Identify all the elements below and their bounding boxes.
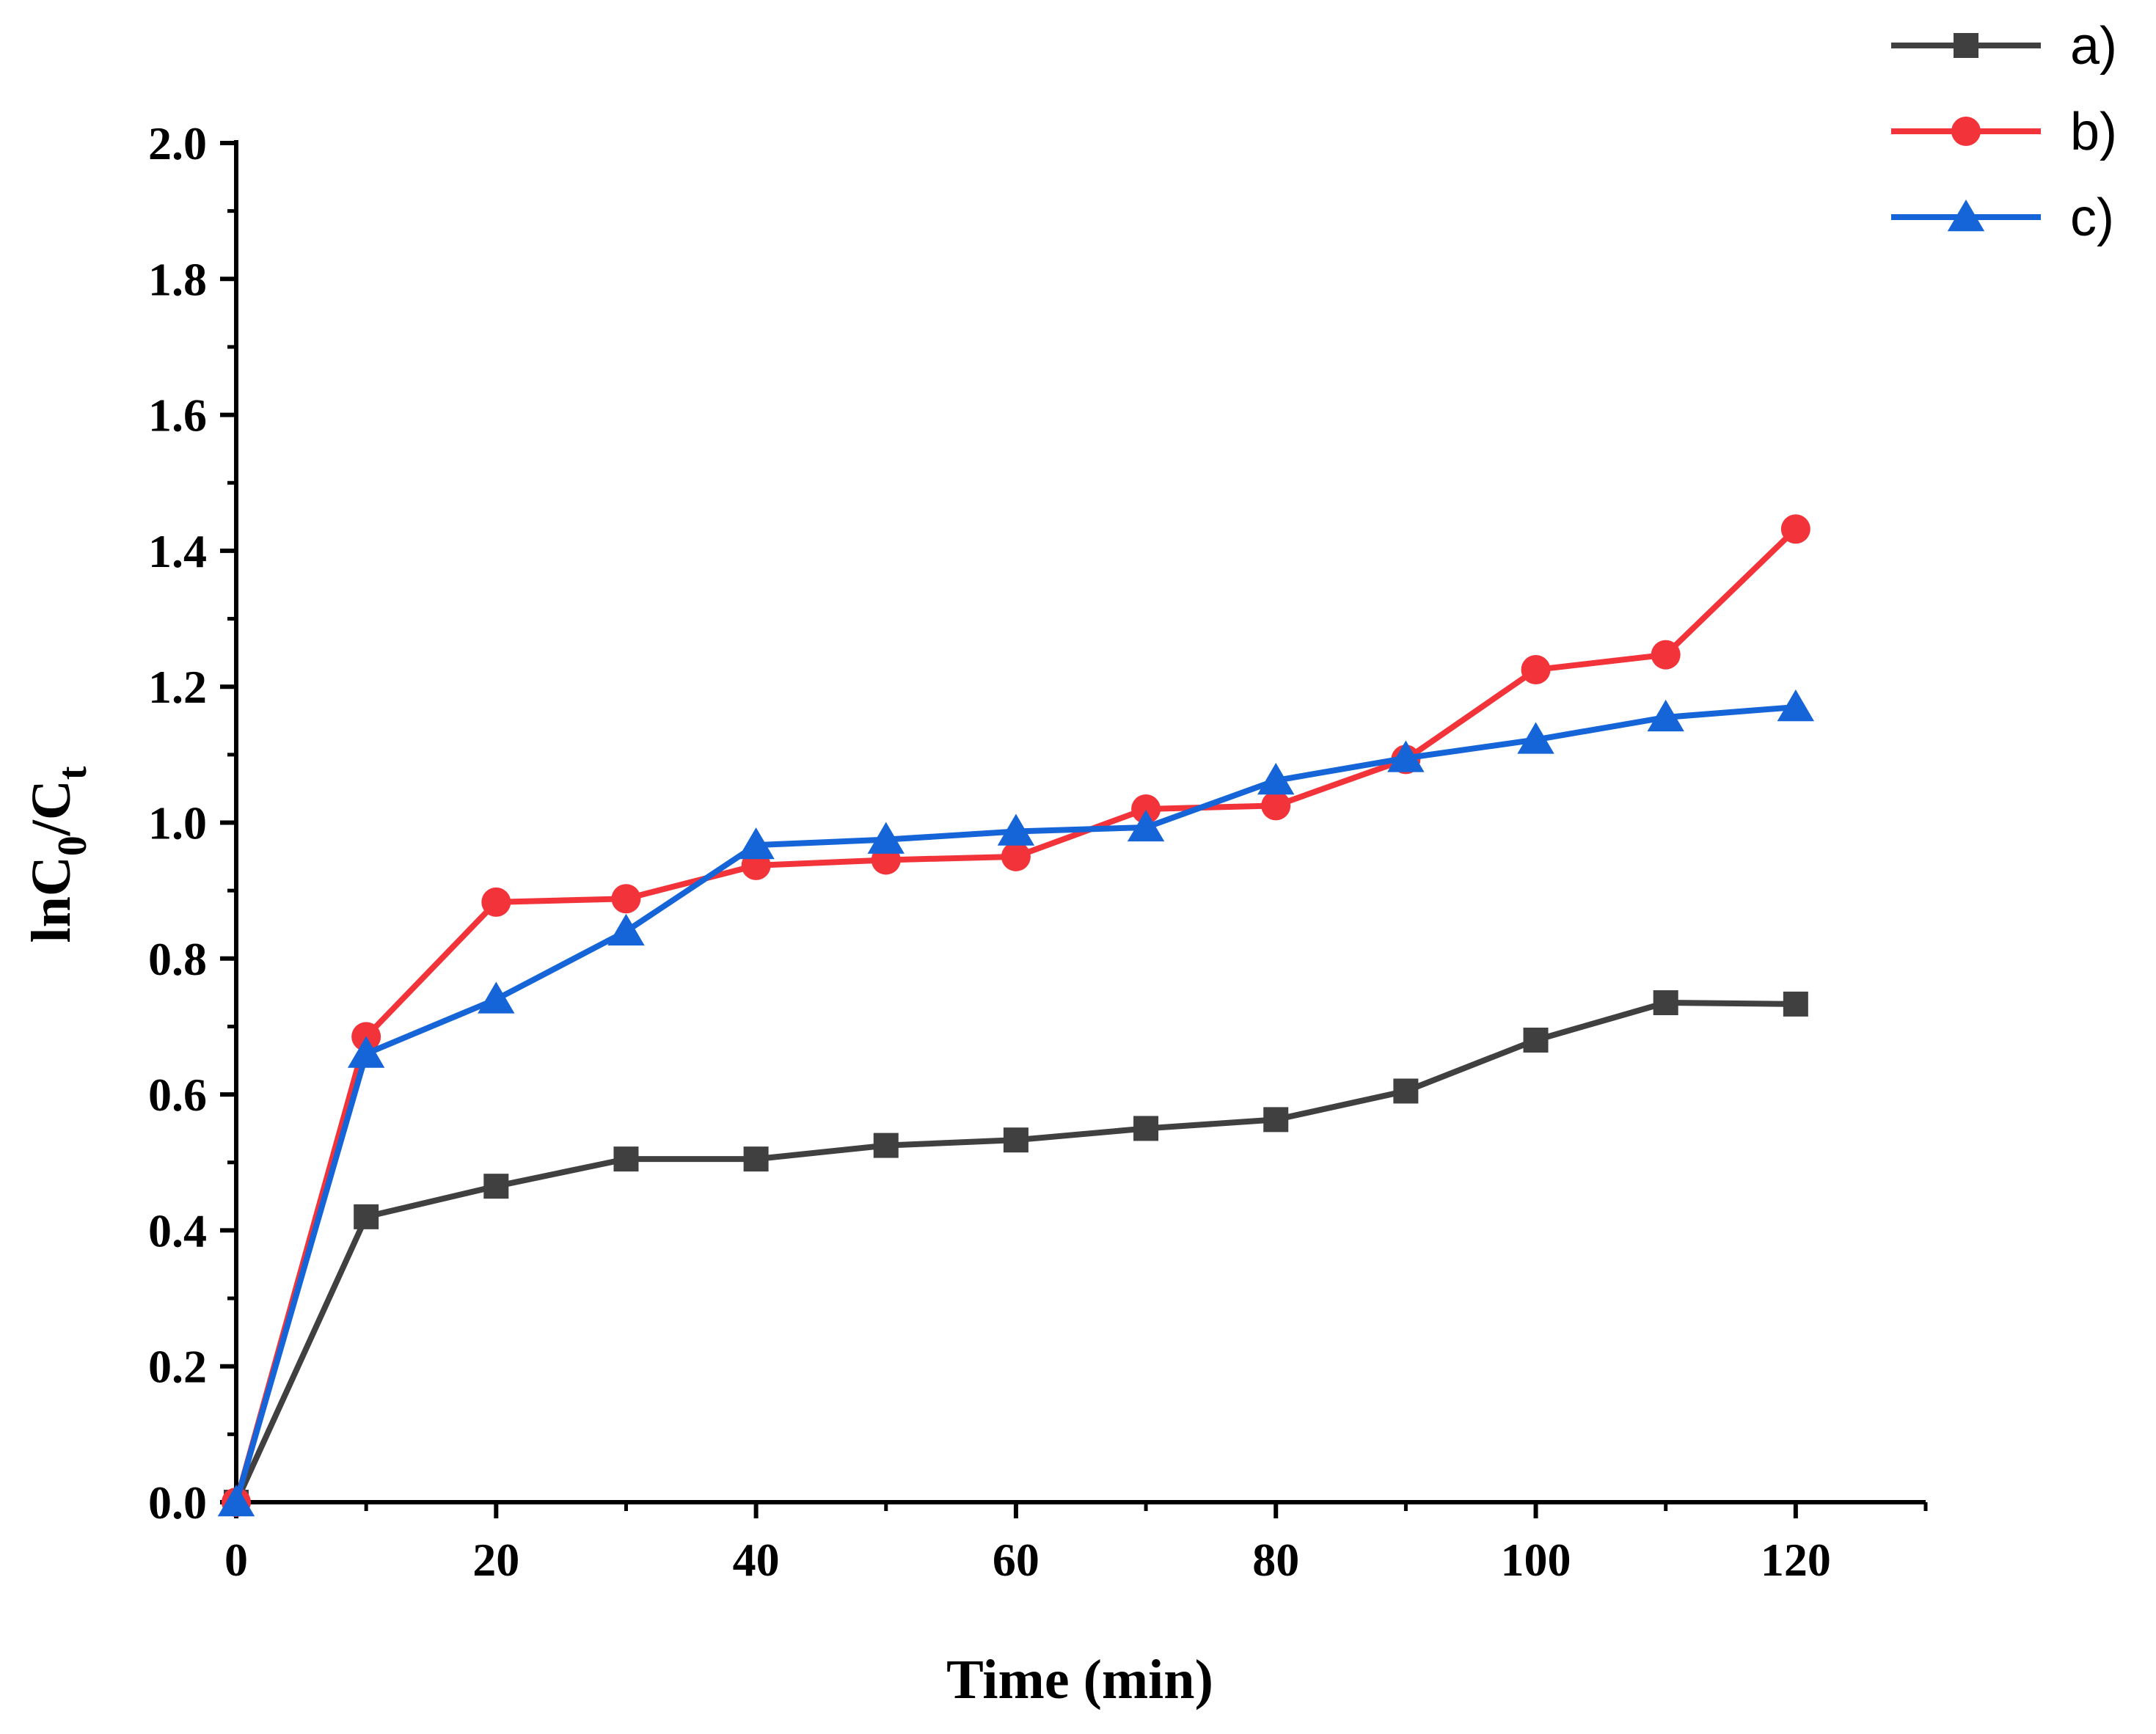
data-point — [1263, 1107, 1289, 1133]
x-tick-label: 0 — [224, 1534, 248, 1586]
data-point — [1133, 1116, 1159, 1141]
legend-item: b) — [1891, 103, 2117, 161]
y-axis-title-group: lnC0/Ct — [21, 766, 95, 943]
y-tick-label: 1.4 — [148, 525, 207, 577]
data-point — [347, 1036, 385, 1068]
legend-marker — [1951, 117, 1981, 146]
data-point — [743, 1146, 769, 1172]
y-tick-label: 2.0 — [148, 117, 207, 169]
data-point — [481, 887, 511, 917]
data-point — [1387, 740, 1425, 772]
y-tick-label: 1.0 — [148, 797, 207, 849]
y-axis-title-sub1: 0 — [50, 835, 95, 856]
y-tick-label: 1.2 — [148, 661, 207, 713]
data-point — [1523, 1027, 1549, 1053]
data-point — [1777, 689, 1815, 722]
data-point — [354, 1204, 379, 1229]
legend-label: b) — [2070, 103, 2117, 161]
legend-item: c) — [1891, 189, 2114, 247]
y-tick-label: 1.6 — [148, 389, 207, 442]
data-point — [611, 884, 641, 914]
y-tick-label: 0.6 — [148, 1069, 207, 1121]
data-point — [737, 827, 775, 860]
data-point — [483, 1174, 509, 1199]
x-tick-label: 60 — [993, 1534, 1039, 1586]
data-point — [1780, 514, 1810, 544]
data-point — [1653, 990, 1678, 1016]
series-layer — [217, 514, 1815, 1517]
x-tick-label: 80 — [1252, 1534, 1299, 1586]
data-point — [1517, 722, 1554, 754]
data-point — [1783, 991, 1808, 1017]
data-point — [1393, 1078, 1419, 1104]
x-tick-label: 100 — [1501, 1534, 1571, 1586]
y-tick-label: 0.8 — [148, 933, 207, 985]
data-point — [1127, 809, 1165, 842]
series-3 — [217, 689, 1815, 1517]
data-point — [1001, 841, 1031, 871]
data-point — [1131, 794, 1161, 824]
y-axis-title: lnC0/Ct — [21, 766, 95, 943]
series-line — [233, 1000, 1796, 1504]
legend-marker — [1947, 200, 1985, 232]
data-point — [607, 913, 645, 945]
x-tick-label: 20 — [472, 1534, 519, 1586]
y-axis-ticks: 0.0 0.2 0.4 0.6 0.8 1.0 1.2 1.4 1.6 1.8 2.0 — [148, 117, 236, 1529]
data-point — [1257, 763, 1295, 795]
data-point — [1261, 791, 1291, 821]
y-tick-label: 0.2 — [148, 1341, 207, 1393]
data-point — [1521, 655, 1551, 685]
y-tick-label: 0.4 — [148, 1204, 207, 1256]
y-tick-label: 1.8 — [148, 253, 207, 305]
x-tick-label: 40 — [733, 1534, 780, 1586]
data-point — [613, 1146, 639, 1172]
axes — [234, 140, 1926, 1504]
legend-marker — [1954, 33, 1978, 58]
legend: a) b) c) — [1891, 17, 2117, 247]
legend-label: a) — [2070, 17, 2117, 76]
x-axis-title: Time (min) — [946, 1649, 1213, 1711]
y-tick-label: 0.0 — [148, 1477, 207, 1529]
data-point — [1003, 1127, 1028, 1153]
data-point — [217, 1485, 255, 1517]
data-point — [1647, 699, 1684, 732]
data-point — [478, 981, 515, 1014]
data-point — [873, 1133, 899, 1158]
data-point — [997, 813, 1035, 846]
y-axis-title-prefix: lnC — [21, 856, 82, 943]
legend-label: c) — [2070, 189, 2114, 247]
y-axis-title-sub2: t — [50, 766, 95, 780]
series-line — [233, 527, 1798, 1504]
y-axis-title-mid: /C — [21, 780, 82, 836]
x-axis-ticks: 0 20 40 60 80 100 120 — [224, 1502, 1928, 1586]
series-1 — [224, 990, 1808, 1515]
data-point — [1651, 640, 1681, 670]
x-tick-label: 120 — [1761, 1534, 1831, 1586]
legend-item: a) — [1891, 17, 2117, 76]
data-point — [867, 822, 905, 854]
